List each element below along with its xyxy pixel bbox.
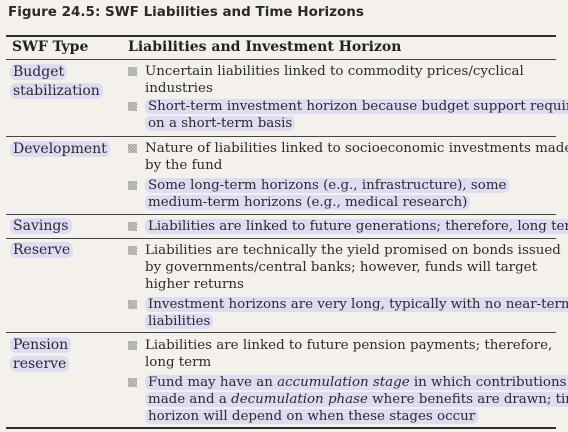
table-bottom-rule bbox=[6, 427, 556, 429]
row-type-reserve: Reserve bbox=[10, 241, 73, 260]
row-divider bbox=[6, 136, 556, 137]
square-bullet-icon bbox=[128, 246, 137, 255]
square-bullet-icon bbox=[128, 67, 137, 76]
table-top-rule bbox=[6, 35, 556, 37]
square-bullet-icon bbox=[128, 378, 137, 387]
header-liabilities-horizon: Liabilities and Investment Horizon bbox=[128, 39, 401, 55]
square-bullet-icon bbox=[128, 144, 137, 153]
square-bullet-icon bbox=[128, 341, 137, 350]
square-bullet-icon bbox=[128, 181, 137, 190]
header-swf-type: SWF Type bbox=[12, 39, 88, 55]
figure-title: Figure 24.5: SWF Liabilities and Time Ho… bbox=[8, 4, 364, 20]
square-bullet-icon bbox=[128, 222, 137, 231]
row-type-development: Development bbox=[10, 140, 110, 159]
square-bullet-icon bbox=[128, 102, 137, 111]
row-divider bbox=[6, 214, 556, 215]
row-divider bbox=[6, 332, 556, 333]
row-type-savings: Savings bbox=[10, 217, 72, 236]
row-type-pension-reserve: Pension reserve bbox=[10, 336, 71, 374]
header-bottom-rule bbox=[6, 59, 556, 60]
row-type-budget-stabilization: Budget stabilization bbox=[10, 63, 103, 101]
square-bullet-icon bbox=[128, 300, 137, 309]
row-divider bbox=[6, 238, 556, 239]
